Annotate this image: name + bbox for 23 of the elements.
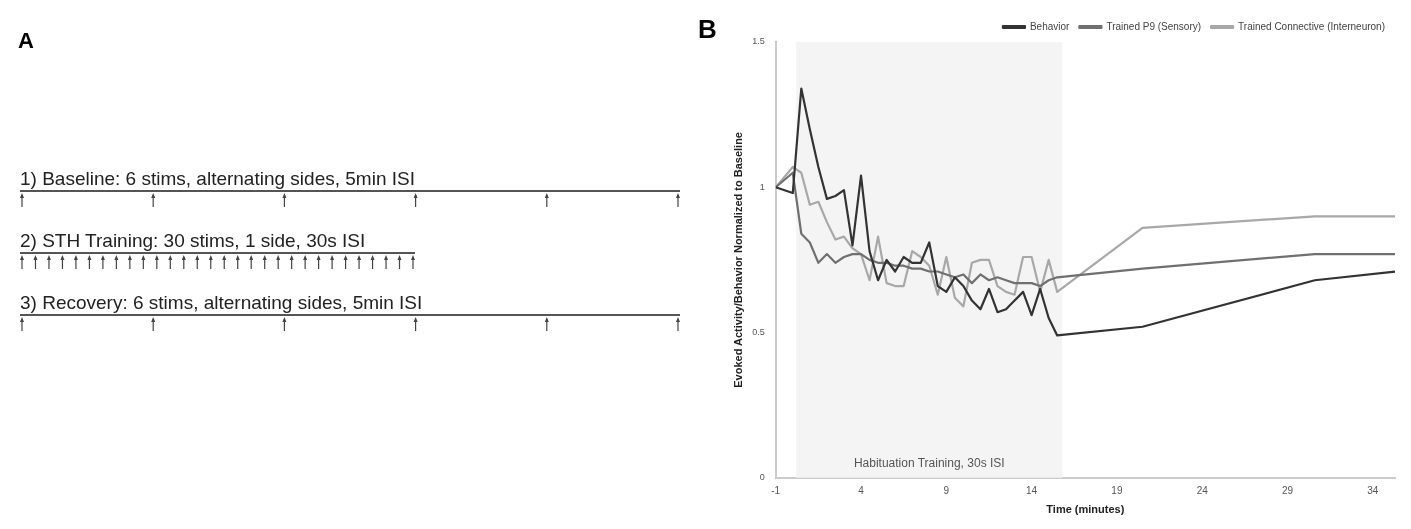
text: 2) STH Training: 30 stims, 1 side, 30s ISI — [20, 230, 415, 254]
y-axis-title: Evoked Activity/Behavior Normalized to Baseline — [731, 132, 744, 388]
x-tick-label: 24 — [1196, 484, 1209, 496]
x-tick-label: 29 — [1281, 484, 1294, 496]
text: 3) Recovery: 6 stims, alternating sides, 5min ISI — [20, 292, 680, 316]
x-tick-label: 9 — [943, 484, 950, 496]
y-tick-label: 0.5 — [752, 327, 765, 338]
legend-label: Trained Connective (Interneuron) — [1238, 20, 1386, 32]
x-tick-label: 34 — [1367, 484, 1379, 496]
x-axis-title: Time (minutes) — [1046, 503, 1125, 516]
band-label: Habituation Training, 30s ISI — [853, 456, 1005, 471]
y-tick-label: 0 — [759, 472, 765, 483]
x-tick-label: -1 — [771, 484, 781, 496]
x-tick-label: 19 — [1111, 484, 1123, 496]
text: A — [18, 28, 34, 54]
legend-label: Trained P9 (Sensory) — [1106, 20, 1202, 32]
chart-title: B — [698, 14, 717, 45]
y-tick-label: 1 — [759, 181, 765, 192]
y-tick-label: 1.5 — [752, 36, 765, 47]
x-tick-label: 14 — [1026, 484, 1038, 496]
legend-label: Behavior — [1029, 20, 1071, 32]
text: 1) Baseline: 6 stims, alternating sides, 5min ISI — [20, 168, 680, 192]
x-tick-label: 4 — [858, 484, 865, 496]
